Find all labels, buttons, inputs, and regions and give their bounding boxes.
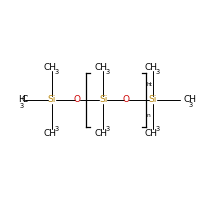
Text: 3: 3 xyxy=(106,69,110,75)
Text: CH: CH xyxy=(43,62,56,72)
Text: 3: 3 xyxy=(156,126,160,132)
Text: C: C xyxy=(21,96,28,104)
Text: 3: 3 xyxy=(20,103,24,109)
Text: CH: CH xyxy=(43,129,56,138)
Text: n: n xyxy=(147,113,150,118)
Text: 3: 3 xyxy=(54,126,58,132)
Text: Si: Si xyxy=(99,96,107,104)
Text: CH: CH xyxy=(144,129,157,138)
Text: CH: CH xyxy=(184,96,197,104)
Text: O: O xyxy=(74,96,81,104)
Text: O: O xyxy=(123,96,130,104)
Text: CH: CH xyxy=(95,62,108,72)
Text: Si: Si xyxy=(47,96,56,104)
Text: 3: 3 xyxy=(188,102,192,108)
Text: 3: 3 xyxy=(54,69,58,75)
Text: 3: 3 xyxy=(156,69,160,75)
Text: CH: CH xyxy=(144,62,157,72)
Text: ht: ht xyxy=(147,82,153,87)
Text: 3: 3 xyxy=(106,126,110,132)
Text: H: H xyxy=(18,96,25,104)
Text: Si: Si xyxy=(149,96,157,104)
Text: CH: CH xyxy=(95,129,108,138)
